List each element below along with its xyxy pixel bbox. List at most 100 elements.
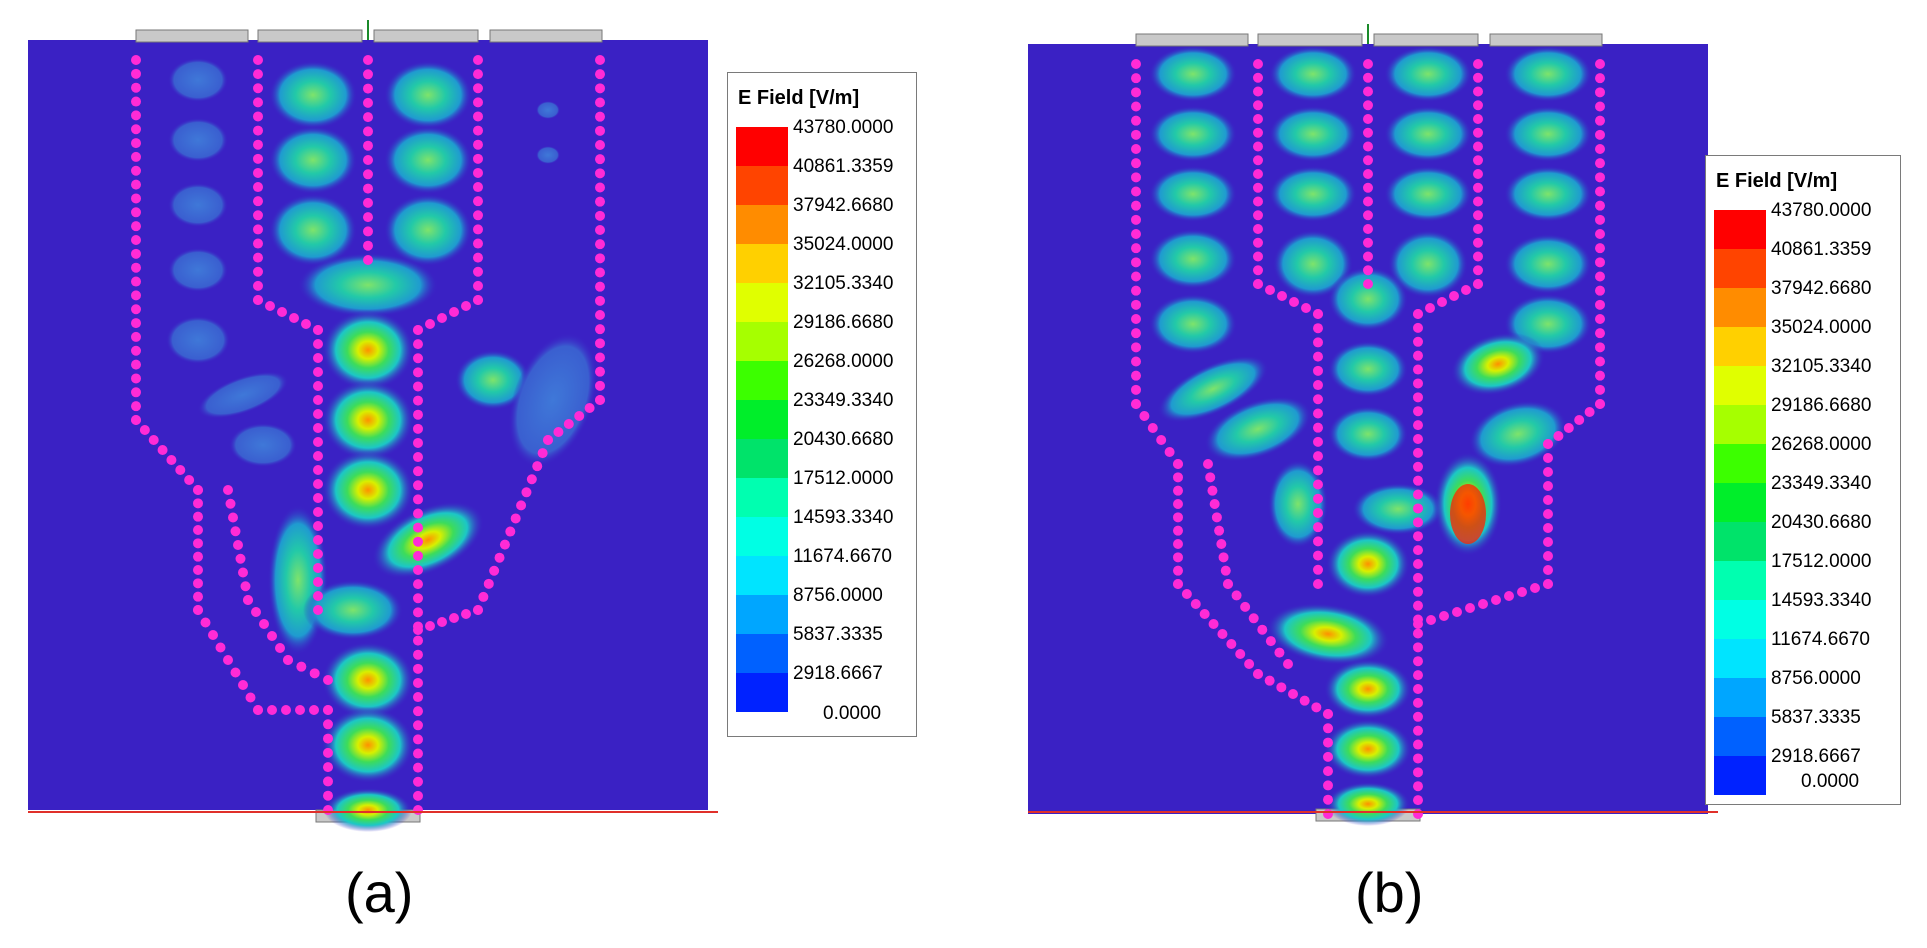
legend-value: 37942.6680 xyxy=(793,195,894,216)
via xyxy=(313,563,323,573)
legend-value: 23349.3340 xyxy=(1771,473,1872,494)
legend-row: 43780.0000 xyxy=(736,117,906,166)
legend-value: 8756.0000 xyxy=(1771,668,1861,689)
via xyxy=(1131,200,1141,211)
via xyxy=(1313,550,1323,561)
legend-swatch xyxy=(1714,522,1766,561)
via xyxy=(413,353,423,364)
via xyxy=(1437,297,1447,307)
via xyxy=(1363,182,1373,193)
via xyxy=(131,221,141,232)
legend-swatch xyxy=(1714,366,1766,405)
via xyxy=(473,153,483,164)
legend-row: 17512.0000 xyxy=(1714,551,1884,600)
via xyxy=(1413,559,1423,569)
via xyxy=(1173,499,1183,509)
via xyxy=(1363,237,1373,248)
via xyxy=(1413,434,1423,444)
legend-row: 40861.3359 xyxy=(736,156,906,205)
via xyxy=(323,747,333,758)
via xyxy=(1299,695,1310,706)
via xyxy=(1413,378,1423,389)
via xyxy=(1147,423,1158,433)
legend-row: 2918.6667 xyxy=(1714,746,1884,795)
via xyxy=(1131,328,1141,339)
via xyxy=(1543,481,1553,491)
via xyxy=(1413,531,1423,542)
legend-swatch xyxy=(736,127,788,166)
legend-swatch xyxy=(1714,483,1766,522)
via xyxy=(253,139,263,150)
via xyxy=(413,550,423,561)
via xyxy=(253,252,263,263)
via xyxy=(1313,436,1323,447)
legend-value: 20430.6680 xyxy=(1771,512,1872,533)
via xyxy=(1301,303,1311,313)
via xyxy=(233,540,243,550)
via xyxy=(1253,86,1263,97)
via xyxy=(413,536,423,547)
legend-swatch xyxy=(736,595,788,634)
via xyxy=(1473,141,1483,152)
via xyxy=(323,705,333,715)
via xyxy=(131,124,141,135)
via xyxy=(473,125,483,136)
via xyxy=(1543,509,1553,519)
via xyxy=(1363,169,1373,179)
legend-a: E Field [V/m] 43780.0000 40861.3359 37942.… xyxy=(727,72,917,737)
via xyxy=(309,705,319,715)
via xyxy=(1173,579,1183,589)
via xyxy=(301,319,311,329)
via xyxy=(1190,599,1201,609)
via xyxy=(275,643,285,653)
via xyxy=(1253,265,1263,276)
via xyxy=(1595,243,1605,254)
via xyxy=(413,762,423,773)
via xyxy=(363,255,373,265)
via xyxy=(1363,59,1373,69)
via xyxy=(1413,392,1423,403)
via xyxy=(313,521,323,531)
via xyxy=(200,617,211,628)
via xyxy=(230,526,241,537)
via xyxy=(1473,237,1483,248)
via xyxy=(1413,619,1423,629)
via xyxy=(235,553,246,564)
via xyxy=(1413,753,1423,764)
via xyxy=(1313,465,1323,476)
via xyxy=(563,419,574,429)
via xyxy=(253,97,263,108)
via xyxy=(253,210,263,221)
via xyxy=(1264,675,1275,686)
via xyxy=(595,310,605,320)
via xyxy=(413,409,423,420)
via xyxy=(323,762,333,773)
via xyxy=(1253,114,1263,124)
legend-value: 17512.0000 xyxy=(1771,551,1872,572)
via xyxy=(413,748,423,759)
via xyxy=(1413,697,1423,708)
via xyxy=(413,692,423,703)
via xyxy=(1595,229,1605,239)
via xyxy=(283,655,293,665)
legend-swatch xyxy=(1714,600,1766,639)
via xyxy=(1313,579,1323,589)
via xyxy=(1323,780,1333,791)
via xyxy=(1323,709,1333,719)
via xyxy=(148,435,159,445)
via xyxy=(1226,639,1237,649)
port-top-2 xyxy=(1257,33,1363,47)
via xyxy=(313,437,323,447)
via xyxy=(595,352,605,363)
via xyxy=(1131,59,1141,69)
via xyxy=(1313,337,1323,348)
via xyxy=(595,324,605,335)
via xyxy=(1553,431,1564,441)
via xyxy=(473,224,483,235)
via xyxy=(461,301,471,311)
legend-value: 23349.3340 xyxy=(793,390,894,411)
via xyxy=(1413,628,1423,639)
via xyxy=(449,613,459,623)
via xyxy=(1203,459,1213,469)
via xyxy=(131,318,141,329)
